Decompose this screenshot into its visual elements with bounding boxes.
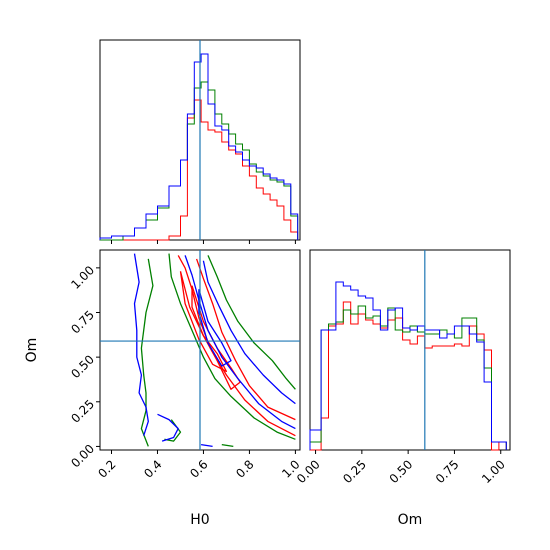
x-tick-label: 0.4 <box>141 457 164 480</box>
histogram-blue-series <box>309 281 507 450</box>
x-tick-label: 0.75 <box>433 457 462 486</box>
x-tick-label: 1.00 <box>479 457 508 486</box>
contour-blue-14 <box>200 443 213 448</box>
contour-red-1 <box>195 258 296 421</box>
contour-blue-11 <box>184 255 296 430</box>
contour-blue-12 <box>202 260 296 405</box>
y-tick-label: 1.00 <box>68 263 97 292</box>
contour-red-3 <box>179 271 228 373</box>
histogram-red-series <box>100 99 299 241</box>
contour-blue-9 <box>133 253 149 436</box>
x-tick-label: 0.2 <box>95 457 118 480</box>
histogram-green-series <box>309 305 507 450</box>
x-tick-label: 0.8 <box>233 457 256 480</box>
x-axis-label-H0: H0 <box>190 512 209 528</box>
contour-green-5 <box>168 253 296 440</box>
contour-blue-10 <box>157 413 179 442</box>
panel-hist-Om: 0.00 0.25 0.50 0.75 1.00 <box>294 249 511 486</box>
panel-hist-H0 <box>99 39 301 244</box>
contour-red-0 <box>177 255 296 437</box>
axes-frame <box>309 249 511 451</box>
x-tick-label: 0.50 <box>387 457 416 486</box>
x-tick-label: 0.00 <box>294 457 323 486</box>
x-axis-label-Om: Om <box>398 512 423 528</box>
y-axis-label-Om: Om <box>24 338 40 363</box>
histogram-green-series <box>100 81 299 241</box>
histogram-blue-series <box>99 53 299 240</box>
y-tick-label: 0.50 <box>68 352 97 381</box>
y-tick-label: 0.75 <box>68 308 97 337</box>
y-tick-label: 0.00 <box>68 442 97 471</box>
contour-green-4 <box>140 258 154 447</box>
contour-green-6 <box>207 255 296 390</box>
x-tick-label: 0.6 <box>187 457 210 480</box>
y-tick-label: 0.25 <box>68 397 97 426</box>
x-tick-label: 0.25 <box>340 457 369 486</box>
panel-contour-H0-Om: 0.2 0.4 0.6 0.8 1.00.000.250.500.751.00 <box>68 249 303 481</box>
contour-green-8 <box>221 443 234 448</box>
